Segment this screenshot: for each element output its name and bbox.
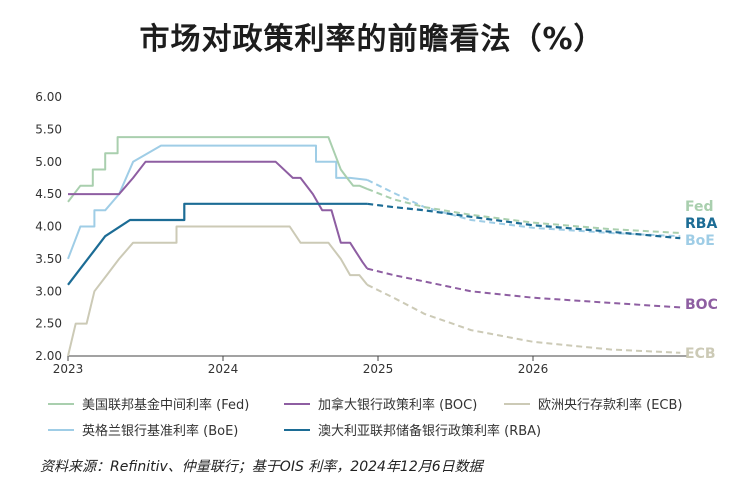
y-tick-label: 6.00	[35, 90, 62, 104]
series-end-label: ECB	[685, 346, 716, 362]
series-end-label: RBA	[685, 216, 717, 232]
legend-item: 欧洲央行存款利率 (ECB)	[504, 394, 683, 413]
series-line-historical	[67, 136, 368, 203]
legend-label: 澳大利亚联邦储备银行政策利率 (RBA)	[318, 424, 542, 439]
legend-label: 美国联邦基金中间利率 (Fed)	[82, 398, 250, 413]
y-tick-label: 5.00	[35, 155, 62, 169]
series-line-historical	[67, 225, 368, 357]
source-note: 资料来源：Refinitiv、仲量联行；基于OIS 利率，2024年12月6日数…	[40, 459, 483, 475]
x-tick-label: 2025	[363, 362, 394, 376]
y-tick-label: 5.50	[35, 122, 62, 136]
x-tick-label: 2023	[53, 362, 84, 376]
legend-item: 美国联邦基金中间利率 (Fed)	[48, 394, 249, 413]
series-end-label: BOC	[685, 297, 718, 313]
legend-item: 加拿大银行政策利率 (BOC)	[284, 394, 477, 413]
chart-title: 市场对政策利率的前瞻看法（%）	[139, 22, 605, 57]
y-tick-label: 2.50	[35, 317, 62, 331]
series-end-label: Fed	[685, 199, 714, 215]
legend-item: 英格兰银行基准利率 (BoE)	[48, 420, 238, 439]
legend-label: 加拿大银行政策利率 (BOC)	[318, 398, 478, 413]
legend-swatch	[48, 428, 74, 431]
legend-label: 欧洲央行存款利率 (ECB)	[538, 398, 683, 413]
x-tick-label: 2024	[208, 362, 239, 376]
y-tick-label: 4.00	[35, 220, 62, 234]
series-line-historical	[67, 144, 368, 260]
y-tick-label: 2.00	[35, 349, 62, 363]
series-line-historical	[67, 202, 368, 286]
legend-label: 英格兰银行基准利率 (BoE)	[82, 424, 239, 439]
series-line-historical	[68, 160, 369, 270]
series-line-forecast	[366, 283, 681, 354]
line-chart: 2.00 2.50 3.00 3.50 4.00 4.50 5.00 5.50 6.00 2023…	[35, 90, 718, 376]
y-tick-label: 3.00	[35, 284, 62, 298]
legend-item: 澳大利亚联邦储备银行政策利率 (RBA)	[284, 420, 541, 439]
series-line-forecast	[367, 202, 681, 240]
series-line-forecast	[366, 267, 681, 309]
x-tick-label: 2026	[518, 362, 549, 376]
legend-swatch	[284, 428, 310, 431]
legend-swatch	[504, 402, 530, 405]
y-tick-label: 4.50	[35, 187, 62, 201]
series-line-forecast	[366, 179, 681, 238]
legend-swatch	[284, 402, 310, 405]
legend-swatch	[48, 402, 74, 405]
series-end-label: BoE	[685, 233, 715, 249]
y-tick-label: 3.50	[35, 252, 62, 266]
